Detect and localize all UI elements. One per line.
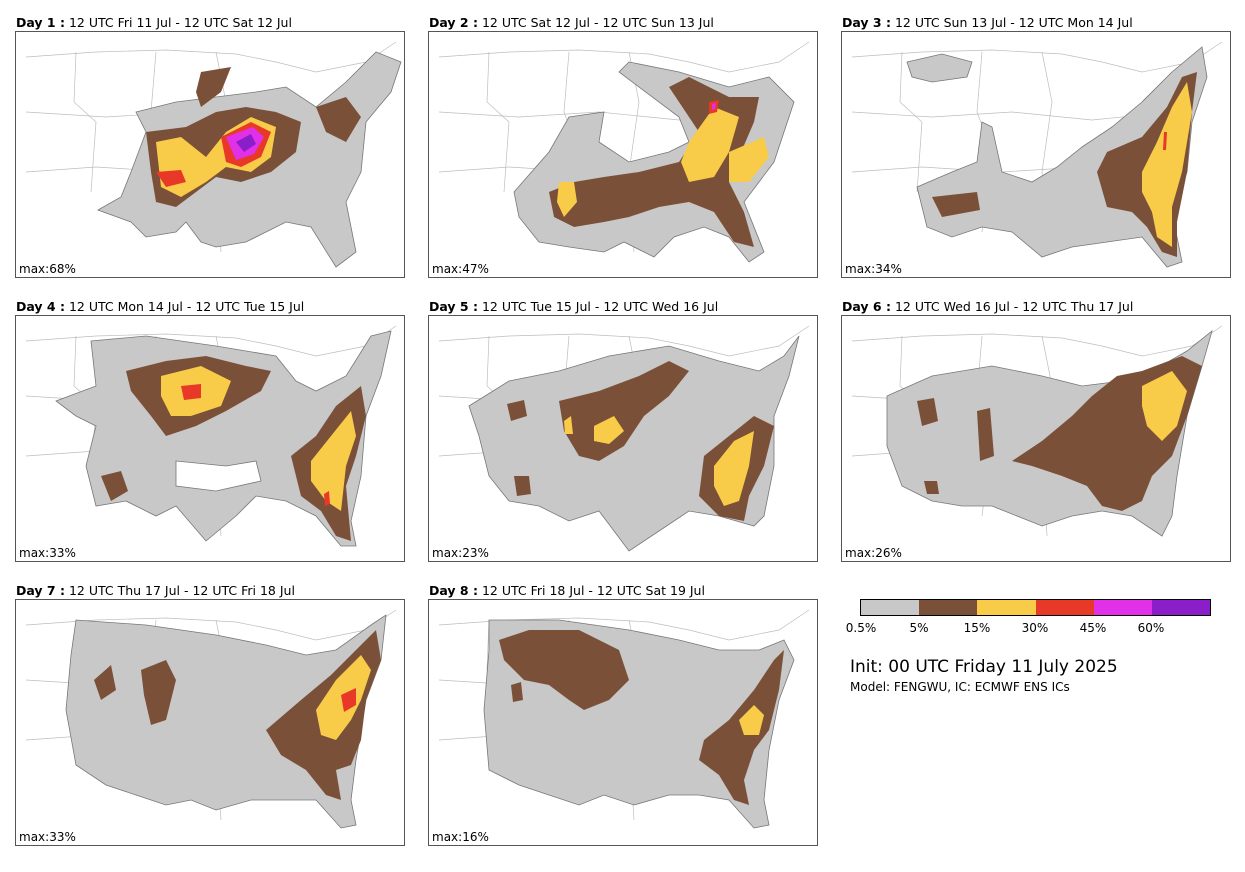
colorbar bbox=[860, 599, 1211, 616]
contour-brown-sw bbox=[514, 476, 531, 496]
map-day4-graphic bbox=[25, 325, 397, 547]
panel-title-day2: Day 2 : 12 UTC Sat 12 Jul - 12 UTC Sun 1… bbox=[429, 15, 714, 30]
contour-brown bbox=[499, 630, 629, 710]
contour-magenta bbox=[712, 103, 716, 110]
colorbar-tick: 30% bbox=[1021, 621, 1049, 635]
map-day7: max:33% bbox=[15, 599, 405, 846]
map-day3-graphic bbox=[851, 41, 1223, 268]
max-label: max:33% bbox=[19, 830, 76, 844]
contour-gray-north bbox=[906, 53, 973, 83]
contour-brown-mid bbox=[977, 408, 994, 461]
panel-title-day3: Day 3 : 12 UTC Sun 13 Jul - 12 UTC Mon 1… bbox=[842, 15, 1133, 30]
panel-title-day6: Day 6 : 12 UTC Wed 16 Jul - 12 UTC Thu 1… bbox=[842, 299, 1134, 314]
map-day4: max:33% bbox=[15, 315, 405, 562]
map-day2-graphic bbox=[438, 41, 810, 263]
contour-red-2 bbox=[156, 170, 186, 187]
map-day6-graphic bbox=[851, 325, 1223, 537]
colorbar-red bbox=[1035, 600, 1094, 615]
contour-brown-sw bbox=[101, 471, 128, 501]
contour-yellow-3 bbox=[557, 182, 577, 217]
contour-brown-sw bbox=[924, 481, 939, 494]
contour-yellow bbox=[1142, 82, 1192, 247]
contour-brown-west bbox=[507, 400, 527, 421]
panel-title-day4: Day 4 : 12 UTC Mon 14 Jul - 12 UTC Tue 1… bbox=[16, 299, 305, 314]
contour-red bbox=[181, 384, 201, 400]
colorbar-tick: 0.5% bbox=[845, 621, 877, 635]
map-day7-graphic bbox=[25, 609, 397, 829]
map-day5-graphic bbox=[438, 325, 810, 552]
contour-red bbox=[341, 688, 356, 712]
contour-yellow-2 bbox=[729, 137, 769, 182]
contour-yellow bbox=[594, 416, 624, 444]
panel-title-day8: Day 8 : 12 UTC Fri 18 Jul - 12 UTC Sat 1… bbox=[429, 583, 705, 598]
contour-yellow-east bbox=[714, 431, 754, 506]
map-day6: max:26% bbox=[841, 315, 1231, 562]
max-label: max:34% bbox=[845, 262, 902, 276]
contour-yellow bbox=[681, 107, 739, 182]
map-day8-graphic bbox=[438, 609, 810, 829]
max-label: max:47% bbox=[432, 262, 489, 276]
init-text: Init: 00 UTC Friday 11 July 2025 bbox=[850, 657, 1118, 677]
colorbar-tick: 60% bbox=[1137, 621, 1165, 635]
map-day8: max:16% bbox=[428, 599, 818, 846]
colorbar-tick: 15% bbox=[963, 621, 991, 635]
map-day1-graphic bbox=[25, 41, 402, 268]
map-day3: max:34% bbox=[841, 31, 1231, 278]
colorbar-brown bbox=[919, 600, 978, 615]
hole-white bbox=[175, 460, 262, 492]
colorbar-tick: 5% bbox=[909, 621, 929, 635]
contour-brown-south bbox=[932, 192, 980, 217]
max-label: max:23% bbox=[432, 546, 489, 560]
max-label: max:33% bbox=[19, 546, 76, 560]
map-day2: max:47% bbox=[428, 31, 818, 278]
contour-yellow bbox=[1142, 371, 1187, 441]
colorbar-tick: 45% bbox=[1079, 621, 1107, 635]
panel-title-day7: Day 7 : 12 UTC Thu 17 Jul - 12 UTC Fri 1… bbox=[16, 583, 295, 598]
colorbar-magenta bbox=[1093, 600, 1152, 615]
contour-brown-north bbox=[196, 67, 231, 107]
contour-red-east bbox=[324, 491, 330, 506]
panel-title-day5: Day 5 : 12 UTC Tue 15 Jul - 12 UTC Wed 1… bbox=[429, 299, 719, 314]
contour-brown-ne bbox=[316, 97, 361, 142]
colorbar-purple bbox=[1151, 600, 1211, 615]
contour-brown-west bbox=[917, 398, 938, 426]
contour-brown-west bbox=[94, 665, 116, 700]
contour-brown bbox=[559, 361, 689, 461]
max-label: max:16% bbox=[432, 830, 489, 844]
contour-red bbox=[1163, 132, 1167, 150]
colorbar-gray bbox=[861, 600, 920, 615]
contour-yellow-east bbox=[311, 411, 356, 511]
max-label: max:68% bbox=[19, 262, 76, 276]
contour-brown-sw bbox=[511, 682, 523, 702]
colorbar-yellow bbox=[977, 600, 1036, 615]
max-label: max:26% bbox=[845, 546, 902, 560]
panel-title-day1: Day 1 : 12 UTC Fri 11 Jul - 12 UTC Sat 1… bbox=[16, 15, 292, 30]
map-day5: max:23% bbox=[428, 315, 818, 562]
contour-purple bbox=[236, 134, 256, 152]
contour-yellow-2 bbox=[564, 416, 573, 434]
contour-brown-mid bbox=[141, 660, 176, 725]
map-day1: max:68% bbox=[15, 31, 405, 278]
contour-yellow bbox=[739, 705, 764, 735]
model-text: Model: FENGWU, IC: ECMWF ENS ICs bbox=[850, 680, 1070, 694]
